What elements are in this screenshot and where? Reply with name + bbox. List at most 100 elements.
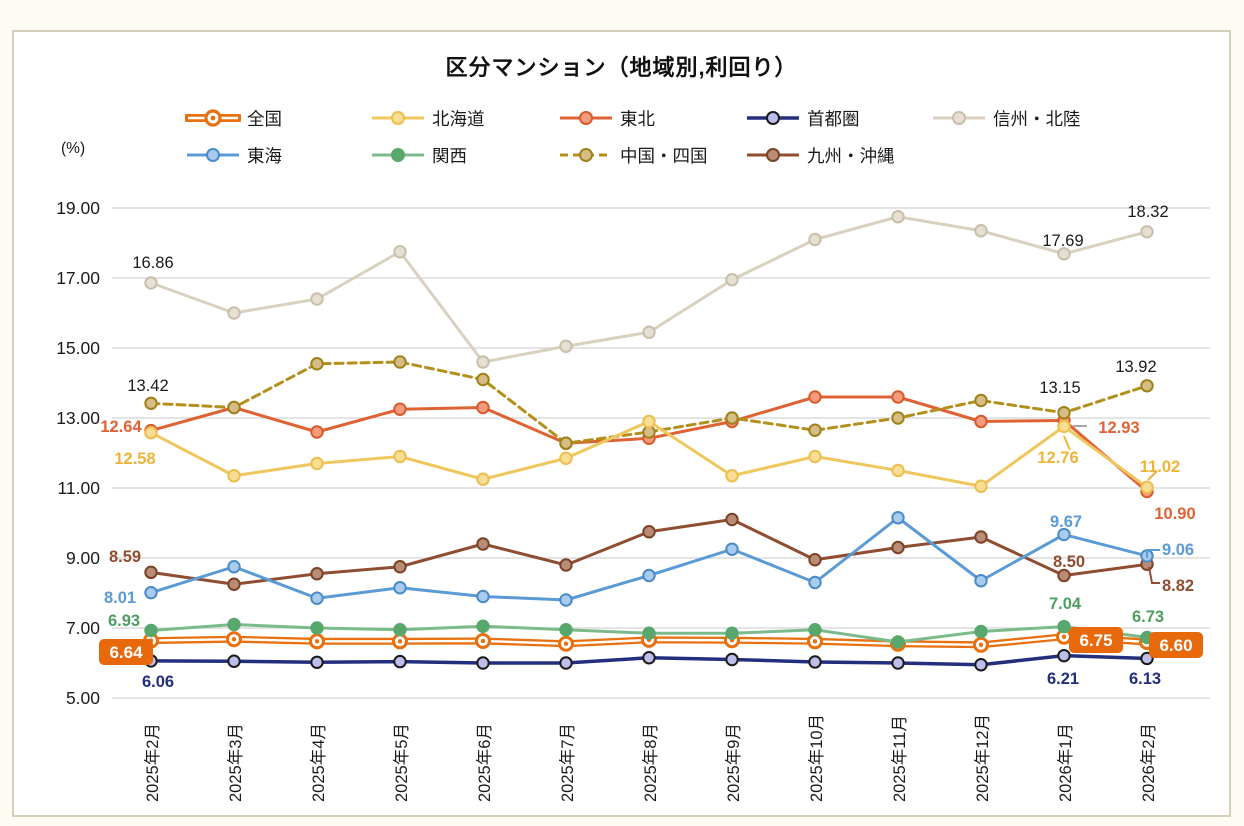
data-point-関西: [808, 623, 822, 637]
data-point-北海道: [891, 463, 905, 478]
data-point-信州・北陸: [559, 339, 573, 353]
data-point-首都圏: [393, 654, 407, 669]
data-point-首都圏: [476, 656, 490, 670]
data-point-東海: [642, 568, 656, 583]
data-point-九州・沖縄: [891, 540, 905, 555]
data-label: 6.21: [1047, 670, 1079, 688]
data-point-首都圏: [808, 655, 822, 669]
legend-item-九州・沖縄: 九州・沖縄: [745, 143, 895, 167]
data-point-信州・北陸: [1057, 247, 1071, 261]
data-point-center-全国: [314, 639, 320, 644]
data-point-center-全国: [978, 642, 984, 647]
data-label: 13.92: [1115, 358, 1156, 376]
legend-marker-九州・沖縄: [747, 148, 799, 162]
data-label: 8.82: [1162, 577, 1194, 595]
data-point-信州・北陸: [227, 306, 241, 320]
data-label: 6.06: [142, 673, 174, 691]
data-label: 16.86: [132, 254, 173, 272]
legend-label: 関西: [432, 145, 467, 166]
legend-label: 信州・北陸: [993, 108, 1081, 129]
legend-item-東海: 東海: [185, 143, 282, 167]
label-leader: [1146, 549, 1160, 558]
x-tick-label: 2026年2月: [1139, 723, 1158, 802]
data-point-信州・北陸: [974, 224, 988, 238]
legend-label: 九州・沖縄: [807, 145, 895, 166]
y-tick-label: 19.00: [56, 198, 100, 218]
data-point-九州・沖縄: [144, 565, 158, 580]
data-point-関西: [310, 621, 324, 635]
data-point-九州・沖縄: [559, 558, 573, 572]
data-label: 6.93: [108, 612, 140, 630]
data-label: 17.69: [1042, 232, 1083, 250]
data-point-関西: [559, 623, 573, 637]
data-point-東海: [808, 575, 822, 590]
data-point-首都圏: [559, 656, 573, 670]
data-point-首都圏: [642, 651, 656, 665]
data-point-北海道: [393, 449, 407, 464]
data-label: 6.13: [1129, 670, 1161, 688]
data-point-center-全国: [397, 639, 403, 644]
label-leader: [1148, 566, 1160, 584]
data-label: 8.50: [1053, 553, 1085, 571]
data-point-北海道: [974, 479, 988, 493]
data-point-center-全国: [1061, 634, 1067, 639]
data-label: 12.76: [1037, 449, 1078, 467]
y-axis-unit-label: (%): [61, 140, 86, 157]
legend-label: 東北: [620, 108, 655, 129]
data-label: 6.60: [1159, 636, 1192, 655]
data-point-九州・沖縄: [310, 567, 324, 581]
data-point-東北: [808, 390, 822, 404]
data-point-九州・沖縄: [725, 512, 739, 527]
data-label-box: [1149, 632, 1203, 658]
x-tick-label: 2025年10月: [807, 714, 826, 802]
data-point-東海: [144, 585, 158, 600]
data-point-北海道: [1057, 419, 1071, 434]
data-label: 12.93: [1098, 419, 1139, 437]
data-point-北海道: [725, 469, 739, 483]
data-point-九州・沖縄: [642, 525, 656, 539]
data-point-中国・四国: [310, 357, 324, 371]
x-tick-label: 2025年4月: [309, 723, 328, 802]
data-point-center-全国: [812, 639, 818, 644]
data-point-東北: [974, 414, 988, 429]
x-tick-label: 2025年9月: [724, 723, 743, 802]
data-point-九州・沖縄: [227, 577, 241, 591]
y-tick-label: 11.00: [58, 478, 101, 498]
data-point-東海: [1057, 527, 1071, 542]
data-label: 13.42: [127, 377, 168, 395]
data-point-九州・沖縄: [476, 537, 490, 551]
y-tick-label: 7.00: [66, 618, 100, 638]
data-point-東海: [974, 574, 988, 588]
data-point-中国・四国: [227, 400, 241, 415]
x-tick-label: 2025年8月: [641, 723, 660, 802]
x-tick-label: 2025年3月: [226, 723, 245, 802]
data-point-信州・北陸: [144, 276, 158, 290]
data-point-中国・四国: [808, 423, 822, 437]
data-point-北海道: [559, 451, 573, 465]
data-point-首都圏: [891, 656, 905, 670]
data-label: 6.75: [1079, 631, 1112, 650]
data-label: 9.06: [1162, 541, 1194, 559]
data-point-信州・北陸: [476, 355, 490, 369]
data-label-box: [1069, 627, 1123, 653]
legend-marker-中国・四国: [560, 148, 612, 162]
data-point-北海道: [808, 449, 822, 464]
legend-item-信州・北陸: 信州・北陸: [931, 106, 1081, 130]
y-tick-label: 9.00: [66, 548, 100, 568]
data-point-東海: [310, 591, 324, 605]
data-point-首都圏: [974, 658, 988, 672]
legend-label: 首都圏: [807, 108, 860, 129]
data-point-関西: [1057, 619, 1071, 634]
data-point-中国・四国: [144, 396, 158, 410]
data-point-信州・北陸: [1140, 225, 1154, 239]
data-point-九州・沖縄: [974, 530, 988, 544]
data-point-九州・沖縄: [393, 560, 407, 574]
legend-label: 東海: [247, 145, 282, 166]
data-label: 6.64: [109, 643, 143, 662]
data-point-center-全国: [231, 637, 237, 642]
data-point-首都圏: [1057, 648, 1071, 663]
data-point-東海: [891, 511, 905, 525]
data-point-首都圏: [725, 652, 739, 667]
data-point-信州・北陸: [393, 245, 407, 259]
